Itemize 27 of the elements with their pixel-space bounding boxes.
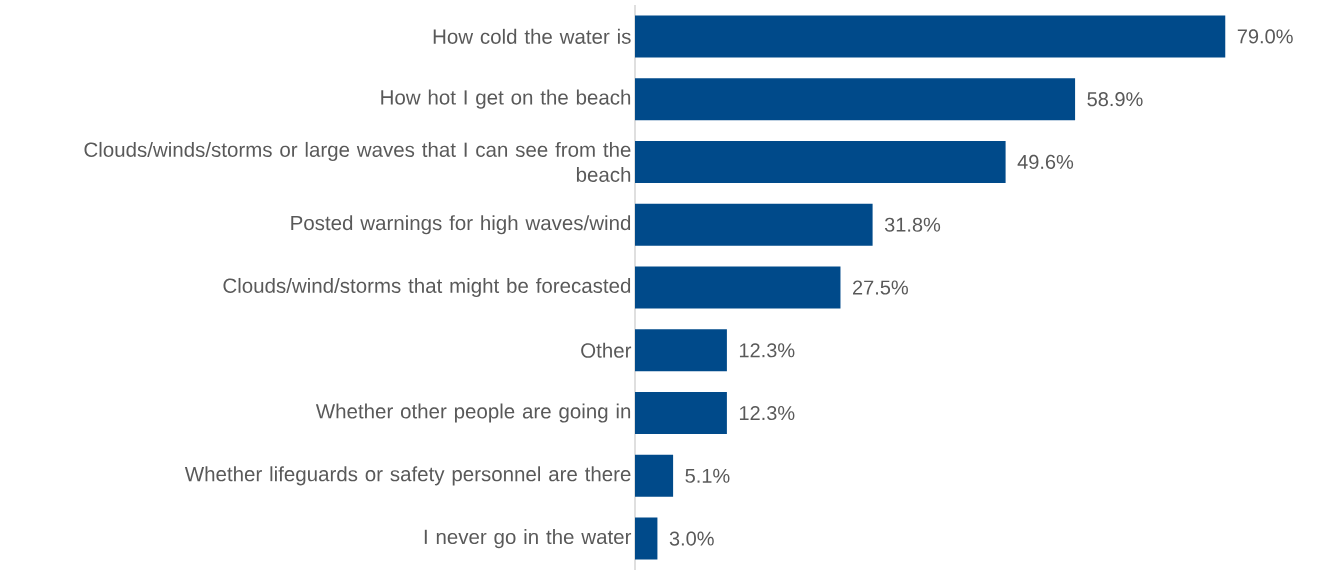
y-tick-label: Clouds/winds/storms or large waves that I can see from the beach [84, 141, 631, 182]
y-tick-label: How cold the water is [433, 28, 631, 44]
data-label: 5.1% [685, 468, 730, 483]
data-label: 58.9% [1087, 92, 1143, 107]
y-tick-label: Clouds/wind/storms that might be forecasted [223, 277, 631, 298]
bar [635, 266, 841, 309]
data-label: 79.0% [1237, 29, 1293, 44]
bar [635, 140, 1006, 183]
y-tick-label: Posted warnings for high waves/wind [291, 215, 631, 235]
bar [635, 203, 873, 246]
bar [635, 517, 658, 560]
bar [635, 454, 674, 497]
data-label: 49.6% [1017, 154, 1074, 170]
bar [635, 329, 727, 372]
data-label: 31.8% [884, 217, 941, 232]
data-label: 27.5% [853, 280, 908, 295]
y-tick-label: I never go in the water [424, 529, 632, 549]
data-label: 3.0% [669, 531, 714, 546]
data-label: 12.3% [739, 343, 795, 358]
data-label: 12.3% [739, 405, 795, 421]
y-tick-label: How hot I get on the beach [381, 89, 631, 109]
y-tick-label: Whether other people are going in [315, 403, 631, 423]
bar [635, 15, 1226, 58]
bar [635, 78, 1076, 121]
y-tick-label: Other [581, 342, 632, 358]
y-tick-label: Whether lifeguards or safety personnel are there [184, 466, 631, 486]
bar [635, 392, 727, 435]
